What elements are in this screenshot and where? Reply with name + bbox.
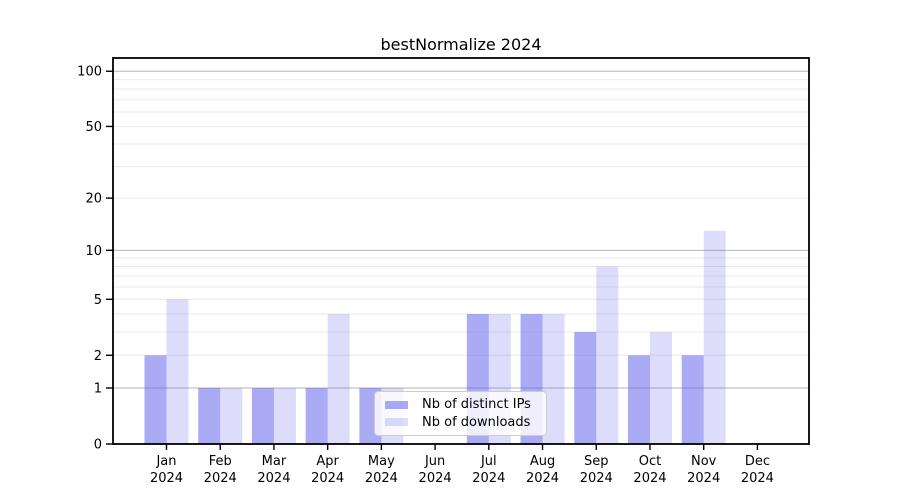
bar-downloads (542, 314, 565, 444)
bar-distinct-ips (305, 388, 328, 444)
x-tick-label-year: 2024 (472, 471, 505, 486)
legend-swatch-distinct-ips (385, 400, 408, 409)
x-tick-label-month: Jul (480, 454, 497, 469)
bar-downloads (166, 299, 189, 444)
bar-downloads (220, 388, 243, 444)
bar-downloads (327, 314, 350, 444)
bar-distinct-ips (627, 355, 650, 444)
x-tick-label-year: 2024 (419, 471, 452, 486)
x-tick-label-month: Sep (584, 454, 609, 469)
bar-distinct-ips (251, 388, 274, 444)
bar-distinct-ips (574, 332, 597, 444)
y-tick-label: 5 (94, 293, 102, 308)
x-tick-label-month: Apr (316, 454, 339, 469)
x-tick-label-year: 2024 (204, 471, 237, 486)
legend-swatch-downloads (385, 418, 408, 427)
x-tick-label-year: 2024 (150, 471, 183, 486)
x-tick-label-month: Aug (530, 454, 555, 469)
x-tick-label-year: 2024 (687, 471, 720, 486)
y-tick-label: 100 (77, 65, 102, 80)
bar-downloads (596, 266, 619, 444)
bar-distinct-ips (198, 388, 221, 444)
chart-title: bestNormalize 2024 (380, 35, 542, 54)
x-tick-label-year: 2024 (633, 471, 666, 486)
legend-label-distinct-ips: Nb of distinct IPs (422, 397, 531, 413)
y-tick-label: 0 (94, 438, 102, 453)
legend-label-downloads: Nb of downloads (422, 414, 531, 430)
bar-distinct-ips (144, 355, 167, 444)
x-tick-label-year: 2024 (580, 471, 613, 486)
legend-item-downloads: Nb of downloads (385, 414, 536, 432)
x-tick-label-month: Feb (209, 454, 232, 469)
x-tick-label-month: Jun (424, 454, 445, 469)
bar-downloads (649, 332, 672, 444)
y-tick-label: 1 (94, 382, 102, 397)
x-tick-label-month: Jan (155, 454, 176, 469)
legend-item-distinct-ips: Nb of distinct IPs (385, 396, 536, 414)
x-tick-label-year: 2024 (365, 471, 398, 486)
x-tick-label-month: Mar (262, 454, 287, 469)
bar-downloads (273, 388, 296, 444)
x-tick-label-month: May (368, 454, 395, 469)
x-tick-label-month: Dec (745, 454, 770, 469)
bar-distinct-ips (681, 355, 704, 444)
y-tick-label: 50 (85, 120, 102, 135)
x-tick-label-year: 2024 (311, 471, 344, 486)
bar-downloads (703, 230, 726, 444)
x-tick-label-month: Nov (691, 454, 717, 469)
y-tick-label: 10 (85, 244, 102, 259)
x-tick-label-year: 2024 (741, 471, 774, 486)
y-tick-label: 2 (94, 349, 102, 364)
x-tick-label-month: Oct (639, 454, 661, 469)
y-tick-label: 20 (85, 192, 102, 207)
x-tick-label-year: 2024 (257, 471, 290, 486)
legend: Nb of distinct IPs Nb of downloads (374, 391, 547, 436)
x-tick-label-year: 2024 (526, 471, 559, 486)
